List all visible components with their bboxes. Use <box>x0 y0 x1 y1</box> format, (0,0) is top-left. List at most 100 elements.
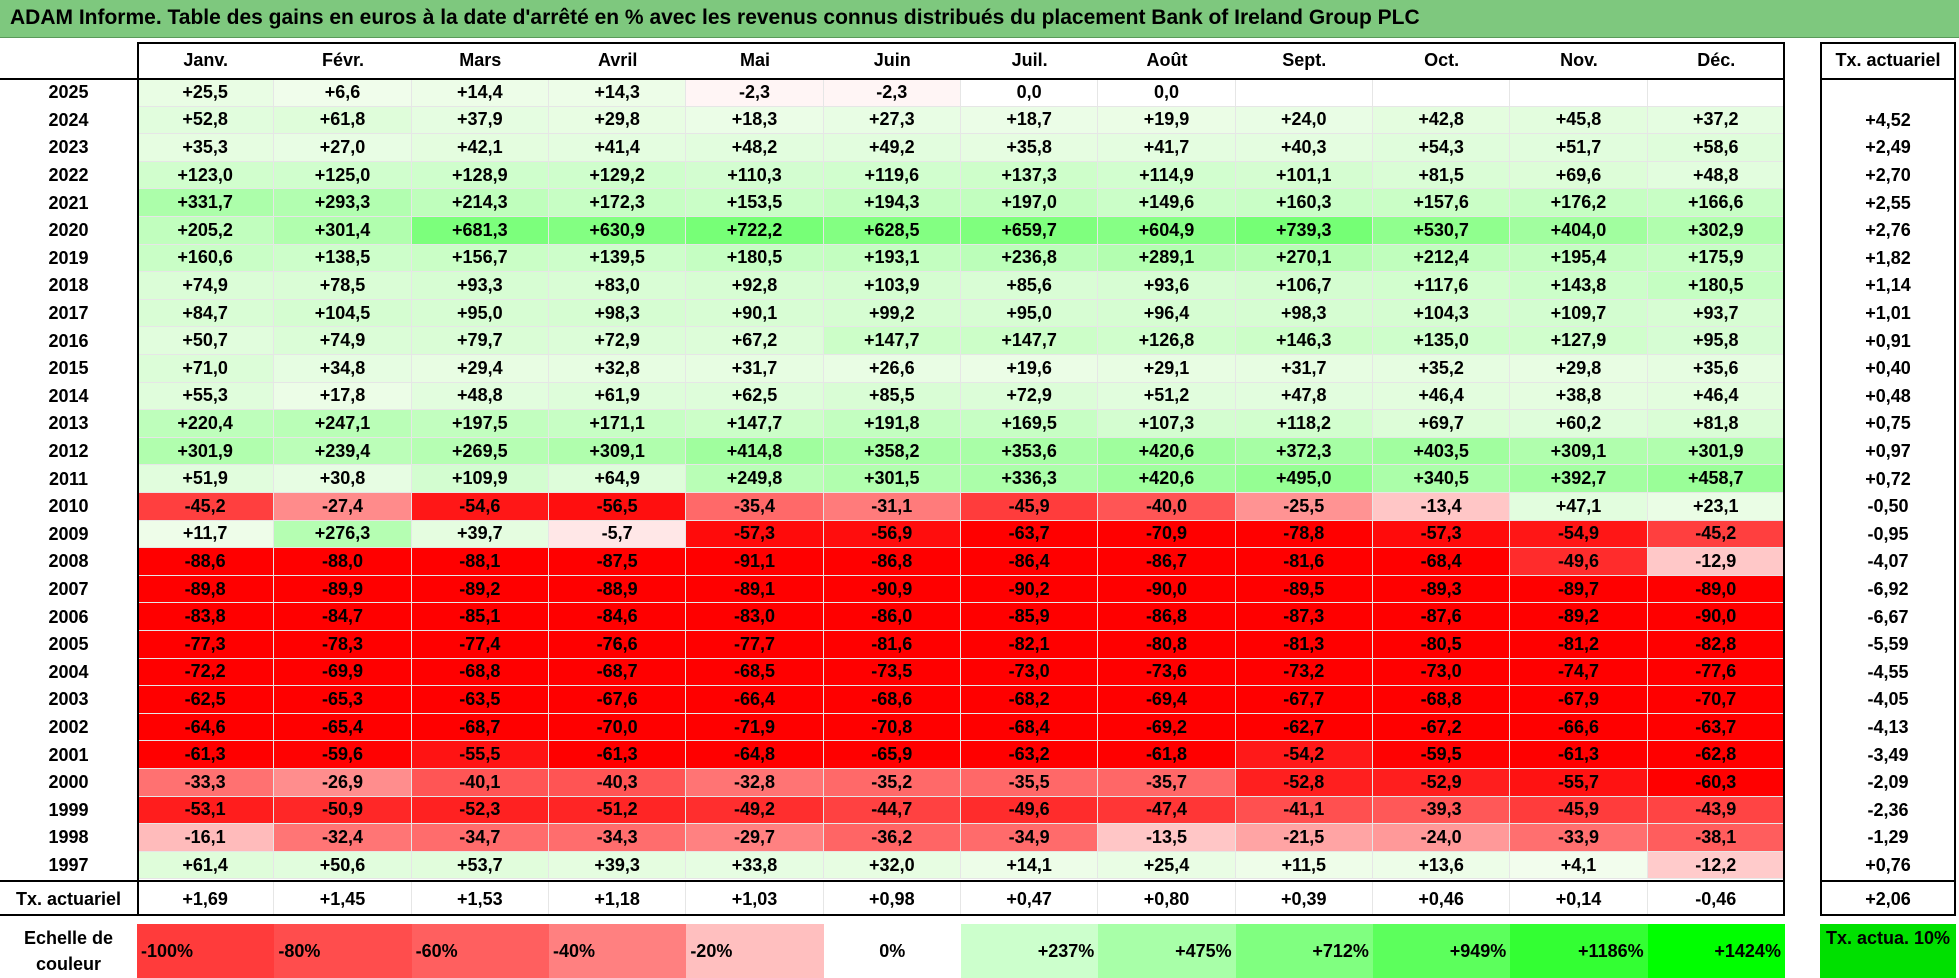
heatmap-cell: -56,5 <box>548 493 687 521</box>
heatmap-cell: +302,9 <box>1647 217 1785 245</box>
heatmap-cell: +153,5 <box>686 189 824 217</box>
year-label: 2022 <box>48 165 89 186</box>
summary-cell: +0,46 <box>1372 882 1511 917</box>
year-label: 2016 <box>48 330 89 351</box>
heatmap-cell: -88,1 <box>411 548 549 576</box>
heatmap-cell: +4,1 <box>1510 851 1648 880</box>
heatmap-cell: +212,4 <box>1372 244 1511 273</box>
heatmap-cell: -63,7 <box>960 520 1099 549</box>
heatmap-cell: -55,7 <box>1510 769 1648 797</box>
heatmap-cell: -55,5 <box>411 741 549 769</box>
summary-cell: +0,47 <box>960 882 1099 917</box>
heatmap-cell: -13,4 <box>1372 493 1511 521</box>
summary-cell: +1,53 <box>411 882 549 917</box>
heatmap-cell: -68,7 <box>548 658 687 687</box>
heatmap-cell: -68,5 <box>686 658 824 687</box>
heatmap-cell: -80,5 <box>1372 631 1511 659</box>
rate-cell: -0,50 <box>1867 496 1909 517</box>
month-header-12: Déc. <box>1647 42 1785 78</box>
heatmap-cell: -84,7 <box>274 603 412 631</box>
heatmap-cell: -90,9 <box>823 575 961 604</box>
heatmap-cell: +11,7 <box>137 520 275 549</box>
heatmap-cell: +19,6 <box>960 355 1099 383</box>
heatmap-cell: -38,1 <box>1647 824 1785 852</box>
year-label: 2012 <box>48 441 89 462</box>
heatmap-cell: +147,7 <box>823 327 961 355</box>
heatmap-cell: +392,7 <box>1510 465 1648 493</box>
heatmap-cell: +458,7 <box>1647 465 1785 493</box>
heatmap-cell <box>1372 79 1511 107</box>
heatmap-cell: +58,6 <box>1647 134 1785 162</box>
heatmap-cell: -49,2 <box>686 796 824 825</box>
heatmap-cell: -81,3 <box>1235 631 1373 659</box>
heatmap-cell: +420,6 <box>1098 437 1236 466</box>
heatmap-cell: +6,6 <box>274 79 412 107</box>
heatmap-cell: +160,6 <box>137 244 275 273</box>
heatmap-cell: +39,7 <box>411 520 549 549</box>
heatmap-cell: +25,5 <box>137 79 275 107</box>
heatmap-cell: +14,4 <box>411 79 549 107</box>
heatmap-cell: +35,6 <box>1647 355 1785 383</box>
rate-cell: +1,14 <box>1865 275 1911 296</box>
heatmap-cell: -59,6 <box>274 741 412 769</box>
heatmap-cell: +95,0 <box>960 299 1099 328</box>
heatmap-cell: +123,0 <box>137 161 275 190</box>
heatmap-cell: -89,5 <box>1235 575 1373 604</box>
rate-cell: -2,36 <box>1867 799 1909 820</box>
rate-cell <box>1820 79 1956 107</box>
heatmap-cell: +109,9 <box>411 465 549 493</box>
heatmap-cell: +681,3 <box>411 217 549 245</box>
heatmap-cell: +79,7 <box>411 327 549 355</box>
heatmap-cell: -65,4 <box>274 713 412 742</box>
year-label: 2019 <box>48 247 89 268</box>
summary-row-label: Tx. actuariel <box>15 888 122 909</box>
heatmap-cell: +149,6 <box>1098 189 1236 217</box>
heatmap-cell: +69,6 <box>1510 161 1648 190</box>
table-bottom-rule <box>0 914 1785 917</box>
heatmap-cell: -63,7 <box>1647 713 1785 742</box>
heatmap-cell: +104,5 <box>274 299 412 328</box>
heatmap-cell: +176,2 <box>1510 189 1648 217</box>
heatmap-cell: -62,5 <box>137 686 275 714</box>
rate-cell: +0,76 <box>1865 855 1911 876</box>
heatmap-cell: -82,8 <box>1647 631 1785 659</box>
heatmap-cell: +41,7 <box>1098 134 1236 162</box>
heatmap-cell: +53,7 <box>411 851 549 880</box>
year-label: 2017 <box>48 303 89 324</box>
legend-swatch: -60% <box>411 924 549 978</box>
heatmap-cell: -70,7 <box>1647 686 1785 714</box>
heatmap-cell: -64,8 <box>686 741 824 769</box>
heatmap-cell: -68,2 <box>960 686 1099 714</box>
heatmap-cell: -61,8 <box>1098 741 1236 769</box>
heatmap-cell: +107,3 <box>1098 410 1236 438</box>
heatmap-cell: -76,6 <box>548 631 687 659</box>
heatmap-cell: +127,9 <box>1510 327 1648 355</box>
heatmap-cell: +301,4 <box>274 217 412 245</box>
year-label: 2013 <box>48 413 89 434</box>
heatmap-cell: +340,5 <box>1372 465 1511 493</box>
rate-summary-rule <box>1820 880 1956 883</box>
heatmap-cell: +103,9 <box>823 272 961 300</box>
heatmap-cell: -35,7 <box>1098 769 1236 797</box>
summary-cell: +1,18 <box>548 882 687 917</box>
heatmap-cell: +147,7 <box>960 327 1099 355</box>
heatmap-cell: -25,5 <box>1235 493 1373 521</box>
heatmap-cell: +628,5 <box>823 217 961 245</box>
heatmap-cell: +84,7 <box>137 299 275 328</box>
heatmap-cell: +530,7 <box>1372 217 1511 245</box>
heatmap-cell: -32,4 <box>274 824 412 852</box>
heatmap-cell: +331,7 <box>137 189 275 217</box>
legend-swatch: -40% <box>548 924 687 978</box>
heatmap-cell: -70,8 <box>823 713 961 742</box>
year-label: 2023 <box>48 137 89 158</box>
heatmap-cell: +301,9 <box>137 437 275 466</box>
summary-cell: +0,98 <box>823 882 961 917</box>
heatmap-cell: -78,8 <box>1235 520 1373 549</box>
year-label: 2025 <box>48 82 89 103</box>
rate-cell: -4,13 <box>1867 717 1909 738</box>
heatmap-cell: +171,1 <box>548 410 687 438</box>
heatmap-cell: +81,5 <box>1372 161 1511 190</box>
heatmap-cell: -24,0 <box>1372 824 1511 852</box>
heatmap-cell: +29,4 <box>411 355 549 383</box>
heatmap-cell: +104,3 <box>1372 299 1511 328</box>
